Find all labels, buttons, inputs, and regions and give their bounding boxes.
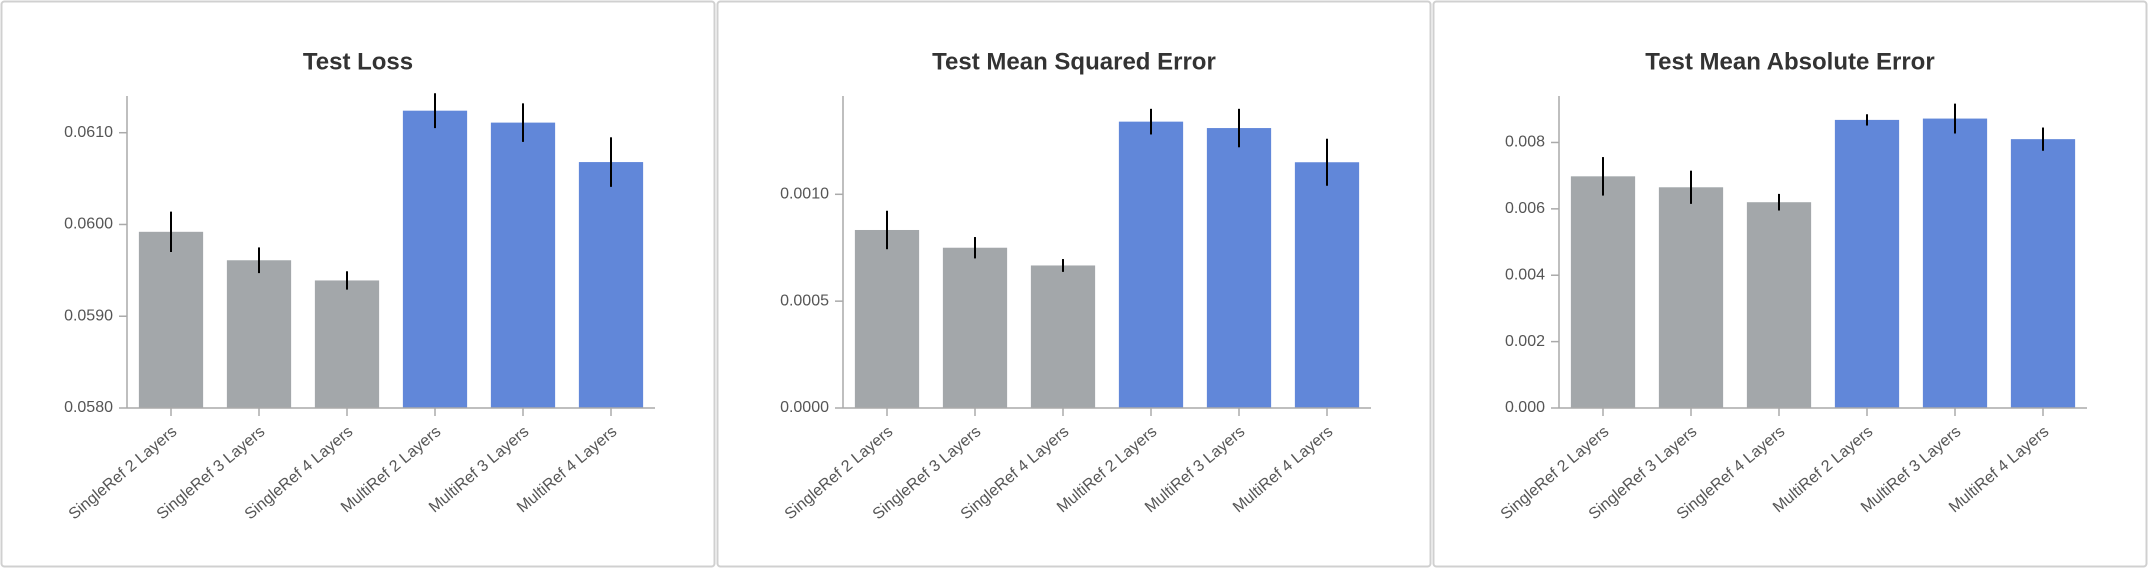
y-tick-label: 0.0000 — [780, 399, 829, 416]
bar — [1206, 128, 1272, 408]
chart-title: Test Mean Absolute Error — [1645, 48, 1934, 75]
bar — [942, 247, 1008, 408]
y-tick-label: 0.006 — [1505, 200, 1545, 217]
bar — [1658, 187, 1724, 408]
chart-panel: Test Loss0.05800.05900.06000.0610SingleR… — [0, 0, 716, 568]
bar — [854, 229, 920, 408]
y-tick-label: 0.004 — [1505, 266, 1545, 283]
panel-border — [0, 0, 716, 568]
panel-border — [1432, 0, 2148, 568]
y-tick-label: 0.0580 — [64, 399, 113, 416]
y-tick-label: 0.0610 — [64, 124, 113, 141]
bar — [578, 162, 644, 408]
bar — [314, 280, 380, 408]
bar — [1746, 202, 1812, 408]
chart-title: Test Mean Squared Error — [932, 48, 1216, 75]
bar — [1118, 121, 1184, 409]
bar — [1030, 265, 1096, 408]
y-tick-label: 0.000 — [1505, 399, 1545, 416]
y-tick-label: 0.002 — [1505, 333, 1545, 350]
chart-panel: Test Mean Squared Error 0.0000 0.0005 0.001… — [716, 0, 1432, 568]
y-tick-label: 0.0600 — [64, 216, 113, 233]
panel-border — [716, 0, 1432, 568]
bar — [2010, 139, 2076, 409]
y-tick-label: 0.008 — [1505, 134, 1545, 151]
chart-panel: Test Mean Absolute Error 0.000 0.002 0.004 0… — [1432, 0, 2148, 568]
bar — [1570, 176, 1636, 408]
bar — [1834, 119, 1900, 408]
bar — [1294, 162, 1360, 408]
bar — [138, 231, 204, 408]
bar — [1922, 118, 1988, 408]
y-tick-label: 0.0590 — [64, 307, 113, 324]
bar — [226, 260, 292, 408]
bar — [490, 122, 556, 409]
y-tick-label: 0.0010 — [780, 186, 829, 203]
bar — [402, 110, 468, 409]
chart-title: Test Loss — [303, 48, 413, 75]
y-tick-label: 0.0005 — [780, 292, 829, 309]
